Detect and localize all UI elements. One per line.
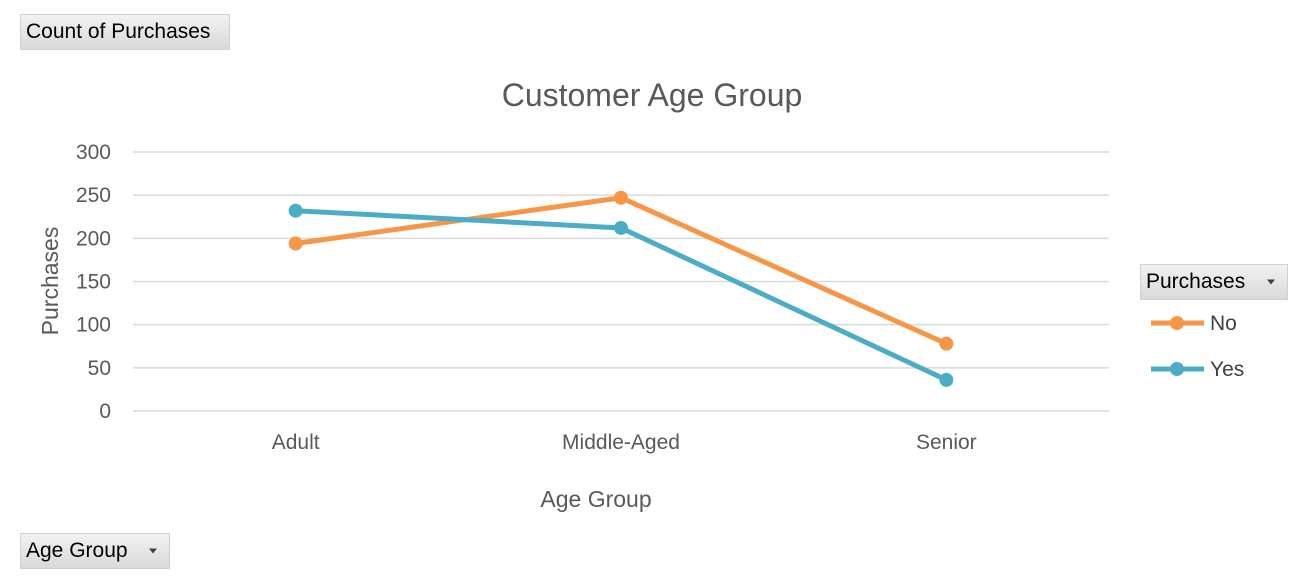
y-axis-ticks: 0 50 100 150 200 250 300 bbox=[76, 141, 111, 423]
chart-title: Customer Age Group bbox=[502, 77, 803, 113]
legend: No Yes bbox=[1151, 312, 1244, 381]
data-point-no[interactable] bbox=[939, 336, 954, 351]
y-tick-label: 100 bbox=[76, 314, 111, 337]
values-field-label: Count of Purchases bbox=[26, 20, 211, 43]
legend-marker-no bbox=[1170, 316, 1184, 330]
y-tick-label: 150 bbox=[76, 271, 111, 294]
y-tick-label: 50 bbox=[88, 357, 111, 380]
series-lines bbox=[288, 190, 954, 387]
x-tick-label: Middle-Aged bbox=[562, 431, 680, 454]
series-line-yes bbox=[295, 208, 948, 383]
legend-marker-yes bbox=[1170, 362, 1184, 376]
data-point-no[interactable] bbox=[288, 236, 303, 251]
data-point-yes[interactable] bbox=[288, 203, 303, 218]
data-point-yes[interactable] bbox=[614, 220, 628, 235]
x-axis-ticks: Adult Middle-Aged Senior bbox=[272, 431, 977, 454]
chevron-down-icon[interactable] bbox=[149, 548, 157, 554]
chevron-down-icon[interactable] bbox=[1267, 279, 1275, 285]
axis-field-label: Age Group bbox=[26, 539, 128, 562]
axis-field-button[interactable]: Age Group bbox=[20, 533, 170, 569]
data-point-no[interactable] bbox=[614, 190, 628, 205]
legend-label-no: No bbox=[1210, 312, 1237, 335]
y-tick-label: 250 bbox=[76, 184, 111, 207]
legend-field-label: Purchases bbox=[1146, 270, 1246, 293]
y-tick-label: 300 bbox=[76, 141, 111, 164]
x-tick-label: Adult bbox=[272, 431, 320, 454]
x-axis-label: Age Group bbox=[540, 486, 651, 512]
data-point-yes[interactable] bbox=[939, 372, 954, 387]
values-field-button[interactable]: Count of Purchases bbox=[20, 14, 230, 50]
y-tick-label: 200 bbox=[76, 227, 111, 250]
y-tick-label: 0 bbox=[99, 400, 111, 423]
x-tick-label: Senior bbox=[916, 431, 977, 454]
legend-field-button[interactable]: Purchases bbox=[1140, 264, 1288, 300]
legend-label-yes: Yes bbox=[1210, 358, 1244, 381]
series-line-no bbox=[295, 195, 948, 346]
y-axis-label: Purchases bbox=[37, 227, 63, 336]
